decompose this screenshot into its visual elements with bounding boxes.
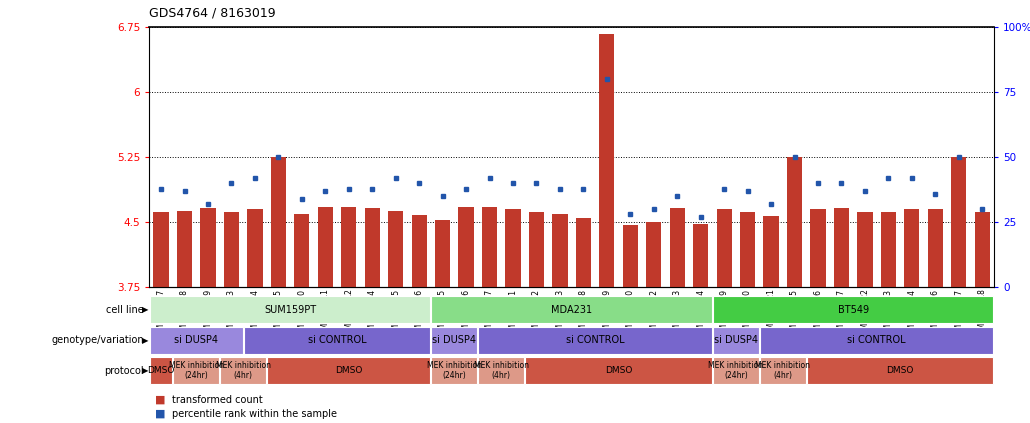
Text: DMSO: DMSO [605,366,632,375]
Bar [713,296,994,323]
Bar [760,357,805,384]
Bar [220,357,266,384]
Bar [432,296,712,323]
Bar [928,209,942,287]
Text: DMSO: DMSO [335,366,363,375]
Bar [806,357,994,384]
Bar [763,216,779,287]
Bar [149,357,172,384]
Bar [951,157,966,287]
Bar [904,209,920,287]
Bar [478,357,524,384]
Bar [525,357,712,384]
Bar [552,214,568,287]
Bar [295,214,309,287]
Bar [317,207,333,287]
Bar [811,209,826,287]
Text: genotype/variation: genotype/variation [52,335,144,345]
Bar [974,212,990,287]
Text: cell line: cell line [106,305,144,315]
Text: ■: ■ [154,409,165,419]
Text: MEK inhibition
(24hr): MEK inhibition (24hr) [709,361,763,380]
Bar [623,225,638,287]
Text: si CONTROL: si CONTROL [848,335,906,345]
Bar [412,215,426,287]
Bar [857,212,872,287]
Bar [528,212,544,287]
Text: MEK inhibition
(4hr): MEK inhibition (4hr) [215,361,271,380]
Text: ▶: ▶ [142,366,148,375]
Bar [458,207,474,287]
Text: MEK inhibition
(4hr): MEK inhibition (4hr) [474,361,528,380]
Bar [435,220,450,287]
Bar [149,296,431,323]
Bar [576,218,591,287]
Text: DMSO: DMSO [147,366,175,375]
Text: MEK inhibition
(4hr): MEK inhibition (4hr) [755,361,811,380]
Text: MEK inhibition
(24hr): MEK inhibition (24hr) [426,361,482,380]
Bar [244,327,431,354]
Bar [760,327,994,354]
Bar [646,222,661,287]
Text: protocol: protocol [105,365,144,376]
Text: GDS4764 / 8163019: GDS4764 / 8163019 [149,6,276,19]
Text: ■: ■ [154,395,165,405]
Bar [482,207,497,287]
Bar [173,357,219,384]
Text: percentile rank within the sample: percentile rank within the sample [172,409,337,419]
Bar [478,327,712,354]
Bar [271,157,286,287]
Bar [201,208,215,287]
Text: si DUSP4: si DUSP4 [433,335,476,345]
Bar [153,212,169,287]
Text: ▶: ▶ [142,335,148,345]
Text: BT549: BT549 [837,305,868,315]
Bar [365,208,380,287]
Text: SUM159PT: SUM159PT [264,305,316,315]
Text: si DUSP4: si DUSP4 [174,335,218,345]
Bar [177,211,193,287]
Text: DMSO: DMSO [887,366,914,375]
Bar [787,157,802,287]
Bar [881,212,896,287]
Text: si CONTROL: si CONTROL [308,335,367,345]
Text: MEK inhibition
(24hr): MEK inhibition (24hr) [169,361,224,380]
Bar [432,357,477,384]
Bar [740,212,755,287]
Bar [834,208,849,287]
Bar [599,33,615,287]
Bar [247,209,263,287]
Bar [267,357,431,384]
Bar [717,209,731,287]
Text: ▶: ▶ [142,305,148,314]
Bar [693,224,709,287]
Bar [506,209,520,287]
Bar [341,207,356,287]
Bar [388,211,404,287]
Text: transformed count: transformed count [172,395,263,405]
Bar [713,327,759,354]
Text: si CONTROL: si CONTROL [565,335,624,345]
Text: MDA231: MDA231 [551,305,592,315]
Text: si DUSP4: si DUSP4 [714,335,758,345]
Bar [224,212,239,287]
Bar [670,208,685,287]
Bar [713,357,759,384]
Bar [149,327,243,354]
Bar [432,327,477,354]
